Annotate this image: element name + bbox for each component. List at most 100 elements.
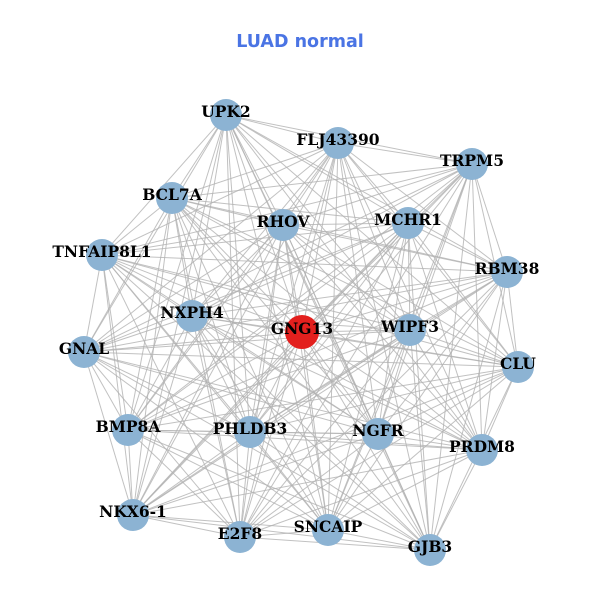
edge-bmp8a-prdm8 [127, 429, 483, 451]
node-bmp8a [112, 414, 144, 446]
edge-tnfaip8l1-rbm38 [101, 254, 508, 273]
edge-rbm38-e2f8 [239, 271, 508, 538]
edge-nkx6-1-e2f8 [132, 514, 241, 538]
edge-prdm8-sncaip [327, 449, 483, 531]
edge-bcl7a-e2f8 [171, 197, 241, 538]
edge-upk2-e2f8 [225, 114, 241, 538]
edge-flj43390-mchr1 [337, 142, 409, 224]
node-sncaip [312, 514, 344, 546]
edge-tnfaip8l1-e2f8 [101, 254, 241, 538]
edge-flj43390-phldb3 [249, 142, 339, 433]
edge-rhov-gnal [83, 224, 284, 353]
edge-tnfaip8l1-sncaip [101, 254, 329, 531]
edge-flj43390-nxph4 [191, 142, 339, 317]
edge-wipf3-nkx6-1 [132, 329, 411, 516]
figure-title: LUAD normal [236, 32, 364, 52]
edge-phldb3-ngfr [249, 431, 379, 435]
edge-rhov-clu [282, 224, 519, 368]
edge-gnal-clu [83, 351, 519, 368]
edge-wipf3-ngfr [377, 329, 411, 435]
edge-rbm38-nkx6-1 [132, 271, 508, 516]
edge-gng13-prdm8 [301, 331, 483, 451]
edge-rhov-rbm38 [282, 224, 508, 273]
edge-gnal-sncaip [83, 351, 329, 531]
edge-ngfr-e2f8 [239, 433, 379, 538]
edge-upk2-prdm8 [225, 114, 483, 451]
edge-rhov-nxph4 [191, 224, 284, 317]
edge-prdm8-nkx6-1 [132, 449, 483, 516]
edge-trpm5-prdm8 [471, 163, 483, 451]
edge-wipf3-gnal [83, 329, 411, 353]
edge-wipf3-bmp8a [127, 329, 411, 431]
edge-tnfaip8l1-ngfr [101, 254, 379, 435]
edge-prdm8-e2f8 [239, 449, 483, 538]
edge-mchr1-clu [407, 222, 519, 368]
edge-flj43390-rbm38 [337, 142, 508, 273]
edge-trpm5-bcl7a [171, 163, 473, 199]
node-phldb3 [234, 416, 266, 448]
edge-nxph4-clu [191, 315, 519, 368]
node-label-gjb3: GJB3 [408, 537, 452, 556]
edge-ngfr-nkx6-1 [132, 433, 379, 516]
node-label-bmp8a: BMP8A [96, 417, 162, 436]
edge-nxph4-phldb3 [191, 315, 251, 433]
edge-upk2-nxph4 [191, 114, 227, 317]
node-label-rbm38: RBM38 [475, 259, 540, 278]
edge-tnfaip8l1-clu [101, 254, 519, 368]
edge-rhov-tnfaip8l1 [101, 224, 284, 256]
edge-clu-ngfr [377, 366, 519, 435]
edge-nxph4-ngfr [191, 315, 379, 435]
node-label-flj43390: FLJ43390 [296, 130, 379, 149]
node-label-ngfr: NGFR [352, 421, 403, 440]
edge-flj43390-rhov [282, 142, 339, 226]
edge-bmp8a-gjb3 [127, 429, 431, 551]
node-clu [502, 351, 534, 383]
node-label-e2f8: E2F8 [218, 524, 262, 543]
edge-rhov-bmp8a [127, 224, 284, 431]
node-bcl7a [156, 182, 188, 214]
node-nxph4 [176, 300, 208, 332]
edge-tnfaip8l1-bmp8a [101, 254, 129, 431]
edge-rbm38-gnal [83, 271, 508, 353]
node-label-bcl7a: BCL7A [142, 185, 202, 204]
node-label-rhov: RHOV [257, 212, 311, 231]
edge-wipf3-clu [409, 329, 519, 368]
edge-flj43390-trpm5 [337, 142, 473, 165]
node-label-mchr1: MCHR1 [374, 210, 442, 229]
edge-rhov-wipf3 [282, 224, 411, 331]
node-e2f8 [224, 521, 256, 553]
edge-tnfaip8l1-gnal [83, 254, 103, 353]
node-tnfaip8l1 [86, 239, 118, 271]
edge-mchr1-phldb3 [249, 222, 409, 433]
edge-bcl7a-gjb3 [171, 197, 431, 551]
edge-tnfaip8l1-prdm8 [101, 254, 483, 451]
node-wipf3 [394, 314, 426, 346]
edge-bcl7a-nxph4 [171, 197, 193, 317]
node-prdm8 [466, 434, 498, 466]
edge-bcl7a-sncaip [171, 197, 329, 531]
node-label-clu: CLU [500, 354, 536, 373]
edge-upk2-rhov [225, 114, 284, 226]
edge-flj43390-tnfaip8l1 [101, 142, 339, 256]
node-mchr1 [392, 207, 424, 239]
edge-trpm5-e2f8 [239, 163, 473, 538]
edge-mchr1-prdm8 [407, 222, 483, 451]
edge-gng13-sncaip [301, 331, 329, 531]
edge-ngfr-prdm8 [377, 433, 483, 451]
edge-tnfaip8l1-wipf3 [101, 254, 411, 331]
edge-bcl7a-wipf3 [171, 197, 411, 331]
edge-trpm5-bmp8a [127, 163, 473, 431]
node-ngfr [362, 418, 394, 450]
edge-trpm5-rhov [282, 163, 473, 226]
edge-mchr1-rbm38 [407, 222, 508, 273]
edge-phldb3-sncaip [249, 431, 329, 531]
edge-upk2-mchr1 [225, 114, 409, 224]
node-rhov [267, 209, 299, 241]
edge-mchr1-e2f8 [239, 222, 409, 538]
edge-rhov-nkx6-1 [132, 224, 284, 516]
edge-rbm38-nxph4 [191, 271, 508, 317]
edge-rhov-phldb3 [249, 224, 284, 433]
edge-gng13-tnfaip8l1 [101, 254, 303, 333]
edge-mchr1-nxph4 [191, 222, 409, 317]
